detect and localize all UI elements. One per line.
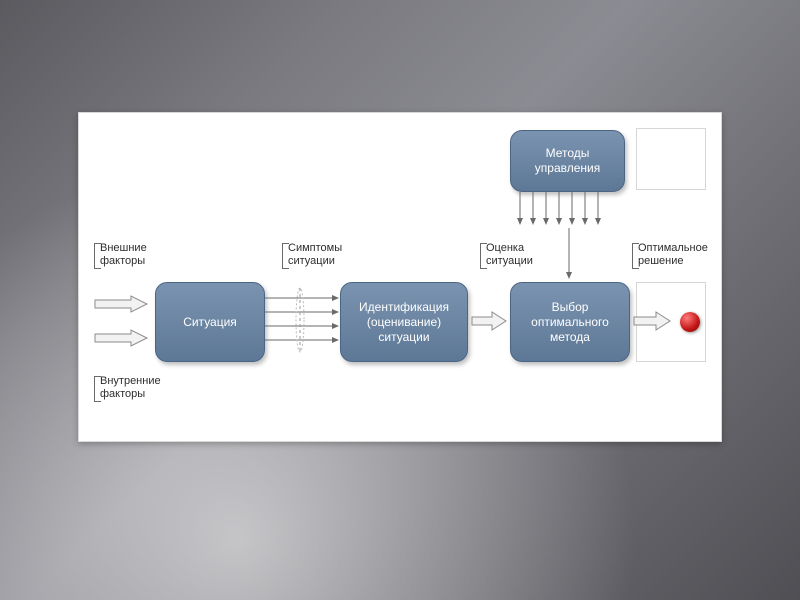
thin-arrows-methods	[0, 0, 800, 600]
end-circle	[680, 312, 700, 332]
